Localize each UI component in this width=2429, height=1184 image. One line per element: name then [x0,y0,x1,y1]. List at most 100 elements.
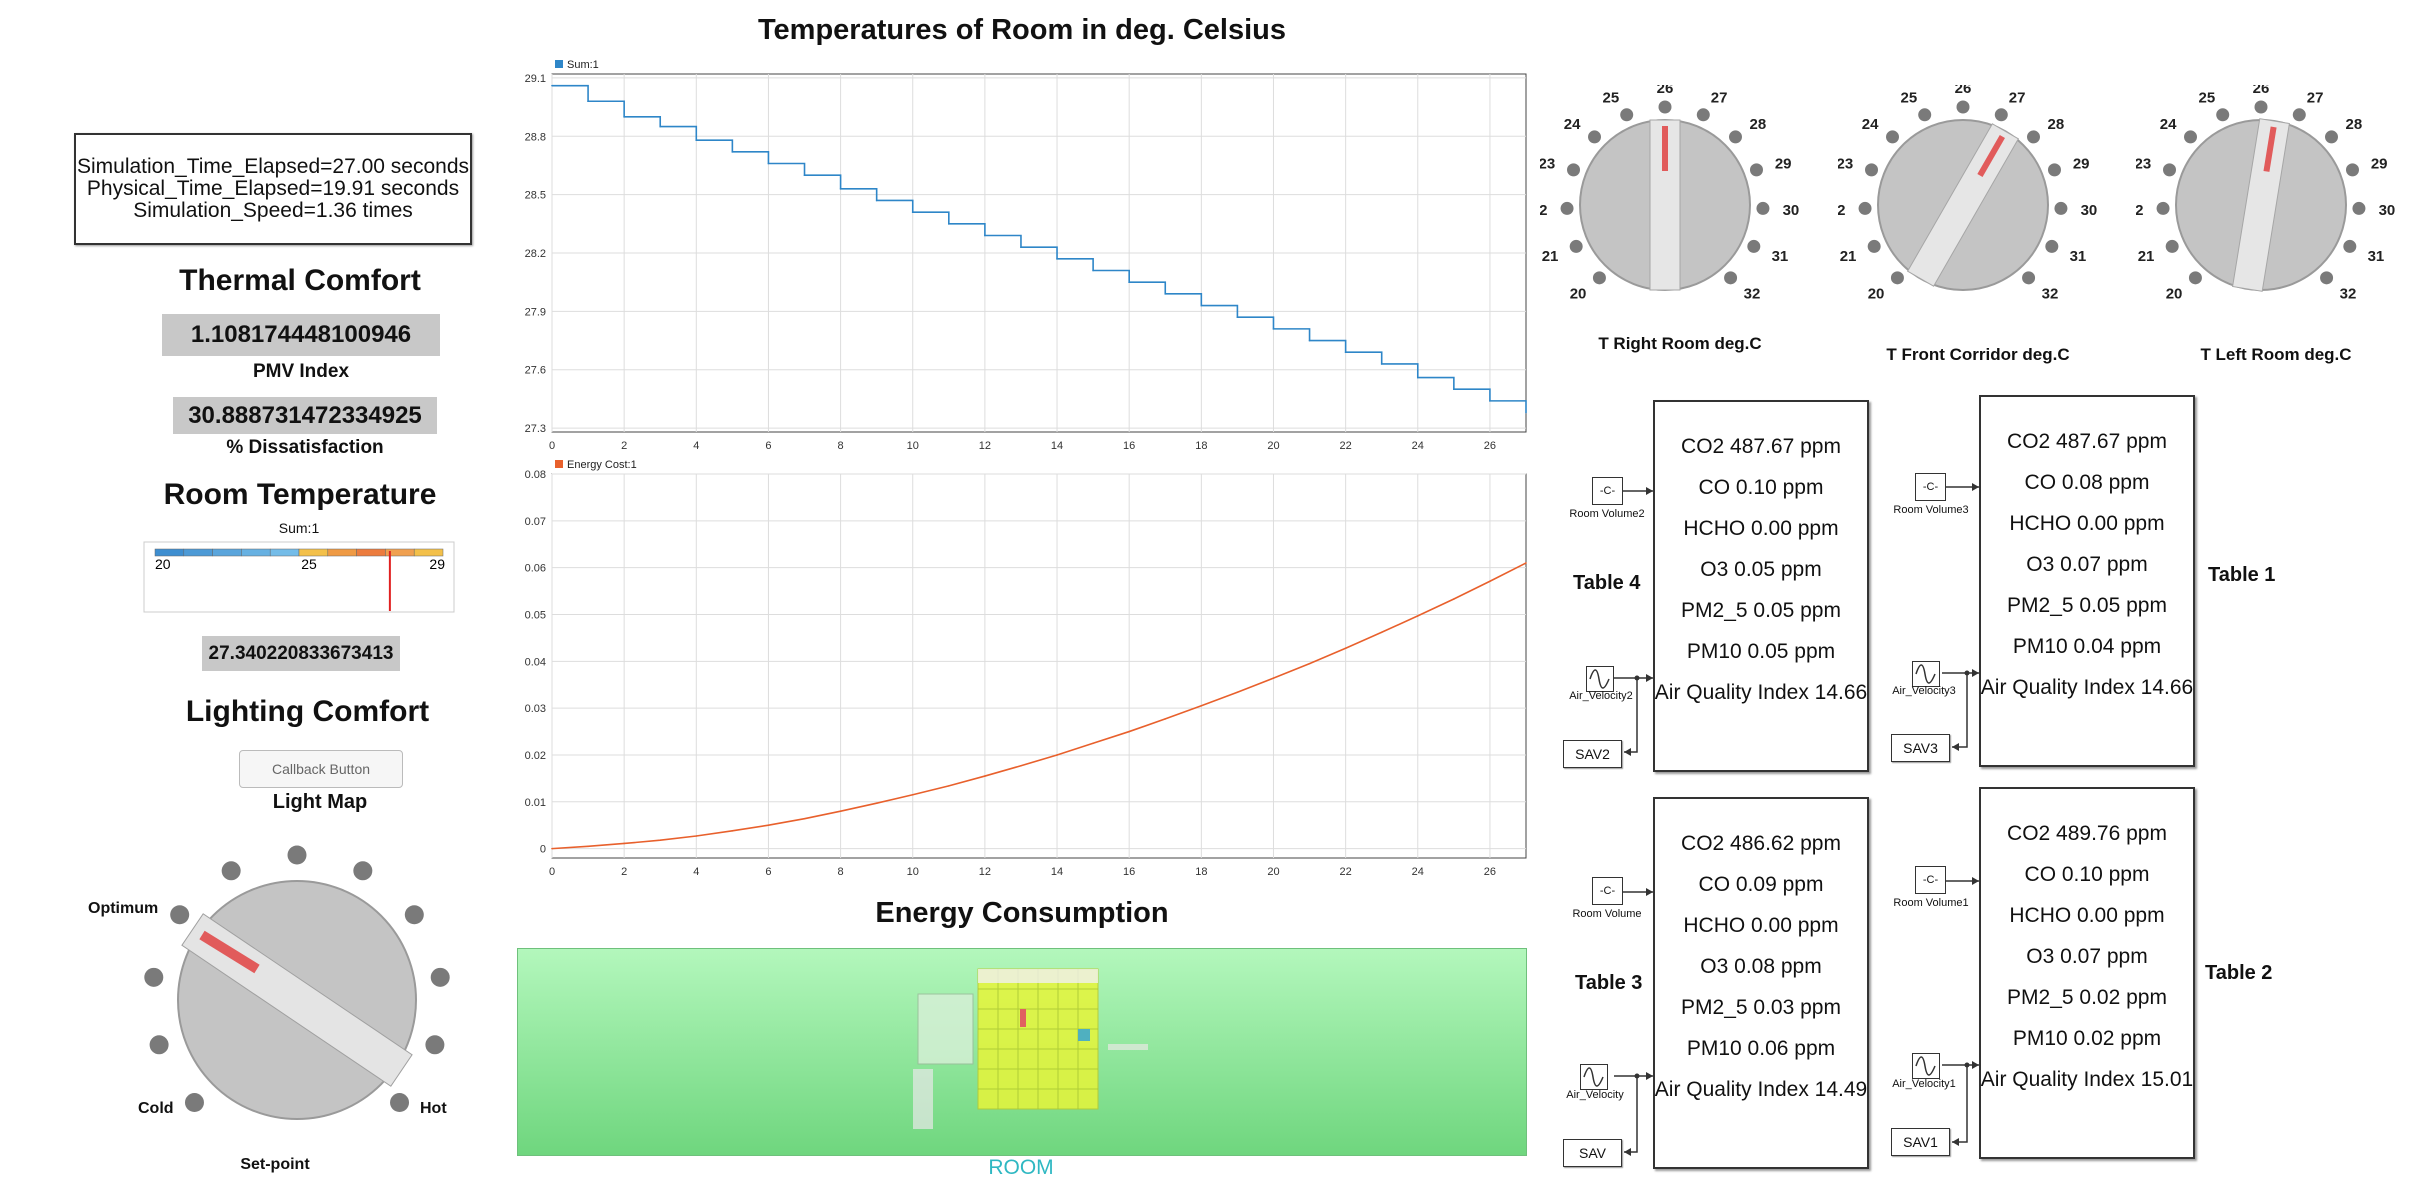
simulation-time-elapsed: Simulation_Time_Elapsed=27.00 seconds [76,155,470,178]
data-point [1344,351,1347,354]
data-point [1020,246,1022,248]
aq-row: PM2_5 0.02 ppm [2007,986,2167,1009]
x-tick-label: 4 [693,440,699,452]
knob-left-room[interactable]: 20 21 22 23 24 25 26 27 28 29 30 31 32 [2136,85,2416,325]
sav1-block[interactable]: SAV1 [1891,1128,1950,1156]
gauge-mid-label: 25 [301,556,317,572]
knob-scale-label: 28 [2346,116,2363,133]
knob-indicator [2263,126,2277,172]
aq-row: PM2_5 0.05 ppm [1681,599,1841,622]
data-point [948,223,950,225]
knob-scale-label: 22 [1540,202,1547,219]
knob-dot [2320,271,2334,285]
room-model-panel[interactable] [517,948,1527,1156]
gauge-band [327,548,357,557]
knob-dot [1592,271,1606,285]
knob-scale-label: 27 [2307,89,2324,106]
knob-scale-label: 24 [2160,116,2177,133]
knob-dot [1588,130,1602,144]
knob-dot [1560,201,1574,215]
data-point [1128,281,1130,283]
data-point [1200,705,1203,707]
x-tick-label: 0 [549,866,555,878]
room-volume3-block[interactable]: -C- [1915,473,1946,501]
knob-scale-label: 23 [1540,156,1555,173]
aq-row: PM10 0.06 ppm [1686,1037,1836,1060]
knob-dot [2345,163,2359,177]
knob-dot [2163,163,2177,177]
data-point [1308,662,1311,665]
knob-dot [2156,201,2170,215]
knob-front-corridor[interactable]: 20 21 22 23 24 25 26 27 28 29 30 31 32 [1838,85,2118,325]
sav2-block[interactable]: SAV2 [1563,740,1622,768]
knob-dot [353,861,373,881]
energy-chart: Energy Cost:10 2 4 6 8 10 12 14 16 18 20 22 24 2600.0… [525,459,1527,878]
knob-dot [1728,130,1742,144]
dissatisfaction-label: % Dissatisfaction [226,437,384,458]
aq-row: O3 0.07 ppm [2026,553,2148,576]
knob-scale-label: 28 [1750,116,1767,133]
temperature-chart: Sum:10 2 4 6 8 10 12 14 16 18 20 22 24 2627.327.627.9… [525,59,1527,452]
air-velocity3-block[interactable] [1912,661,1940,687]
sav3-block[interactable]: SAV3 [1891,734,1950,762]
air-velocity1-block[interactable] [1912,1053,1940,1079]
data-point [1525,562,1527,564]
x-tick-label: 18 [1195,866,1207,878]
gauge-band [154,548,185,557]
room-volume2-block[interactable]: -C- [1592,477,1623,505]
temperature-chart-title: Temperatures of Room in deg. Celsius [757,14,1286,46]
air-velocity2-block[interactable] [1586,666,1614,692]
knob-indicator [1662,126,1668,171]
room-volume1-block[interactable]: -C- [1915,866,1946,894]
aq-row: HCHO 0.00 ppm [1683,517,1839,540]
knob-scale-label: 32 [1744,286,1761,303]
knob-dot [2352,201,2366,215]
gauge-band [212,548,242,557]
gauge-min-label: 20 [155,556,171,572]
knob-dot [1696,108,1710,122]
gauge-band [269,548,300,557]
x-tick-label: 14 [1051,440,1063,452]
simulation-speed: Simulation_Speed=1.36 times [133,199,413,222]
aq-row: PM10 0.02 ppm [2012,1027,2162,1050]
sine-wave-icon [1915,664,1936,684]
knob-dot [2216,108,2230,122]
air-velocity-block[interactable] [1580,1064,1608,1090]
knob-scale-label: 29 [2371,156,2388,173]
data-point [911,211,914,213]
y-tick-label: 0.06 [525,563,546,575]
knob-dot [2292,108,2306,122]
gauge-band [298,548,329,557]
data-point [659,125,662,128]
knob-dot [404,905,424,925]
sine-wave-icon [1589,669,1610,689]
data-point [1308,339,1311,342]
setpoint-knob[interactable] [130,838,470,1138]
knob-dot [2054,201,2068,215]
sav-block[interactable]: SAV [1563,1139,1622,1167]
y-tick-label: 0.05 [525,609,546,621]
data-point [1272,677,1275,679]
setpoint-indicator [199,930,260,974]
y-tick-label: 0.02 [525,750,546,762]
air-velocity-label: Air_Velocity [1566,1089,1624,1101]
room-volume-block[interactable]: -C- [1592,877,1623,905]
knob-dot [1867,239,1881,253]
room-temperature-value: 27.340220833673413 [202,636,400,671]
room-label: ROOM [988,1156,1054,1179]
aq-row: HCHO 0.00 ppm [2009,904,2165,927]
data-point [875,802,878,805]
callback-button[interactable]: Callback Button [239,750,403,788]
knob-scale-label: 24 [1564,116,1581,133]
data-point [1453,388,1455,390]
aq-row: CO2 489.76 ppm [2007,822,2167,845]
y-tick-label: 27.6 [525,365,546,377]
knob-dot [1749,163,1763,177]
gauge-label: Sum:1 [278,520,320,536]
knob-dot [149,1035,169,1055]
legend-swatch [555,460,563,468]
aq-row: PM10 0.05 ppm [1686,640,1836,663]
knob-dot [2022,271,2036,285]
light-map-label: Light Map [272,791,368,813]
knob-right-room[interactable]: 20 21 22 23 24 25 26 27 28 29 30 31 32 [1540,85,1820,325]
